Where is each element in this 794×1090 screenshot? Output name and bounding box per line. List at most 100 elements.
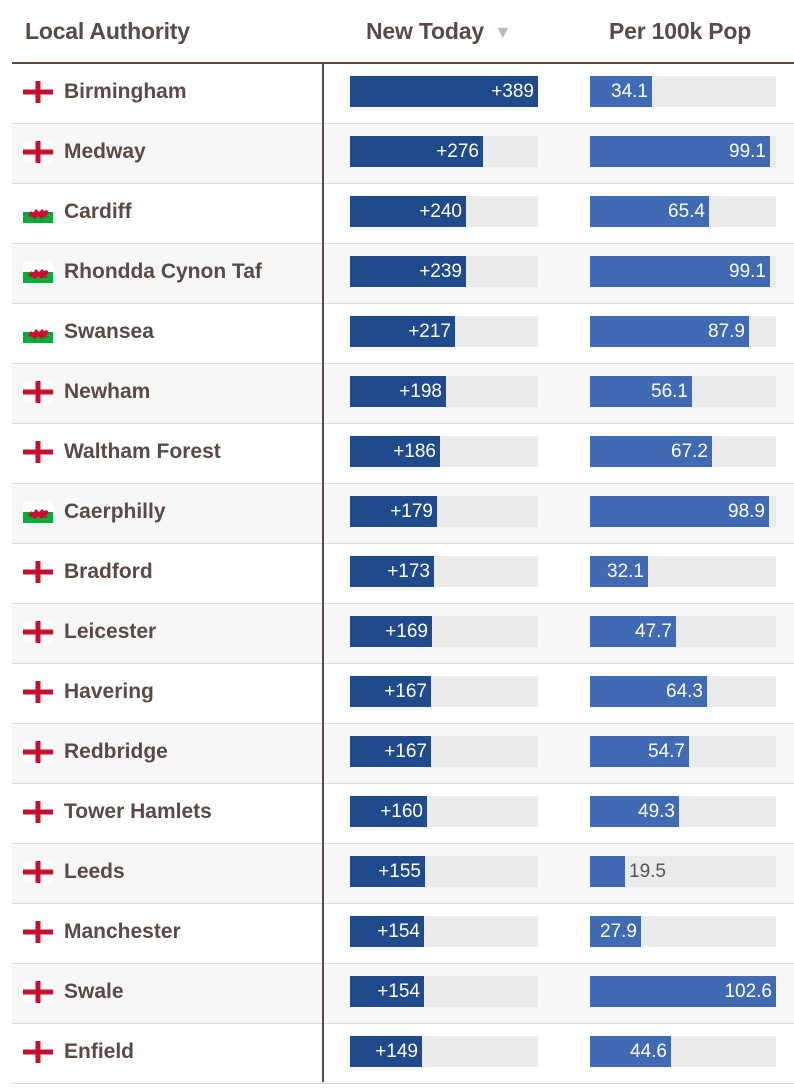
- new-today-value: +154: [377, 921, 420, 942]
- authority-name: Enfield: [64, 1040, 135, 1063]
- per-100k-value: 34.1: [611, 81, 648, 102]
- england-flag-icon: [23, 141, 53, 163]
- per-100k-value: 19.5: [629, 861, 666, 882]
- header-divider: [12, 62, 794, 64]
- authority-name: Tower Hamlets: [64, 800, 212, 823]
- per-100k-bar: [590, 796, 679, 827]
- per-100k-bar: [590, 256, 770, 287]
- per-100k-bar: [590, 76, 652, 107]
- new-today-bar-track: +154: [350, 916, 538, 947]
- per-100k-bar: [590, 436, 712, 467]
- per-100k-bar-track: 44.6: [590, 1036, 776, 1067]
- authority-name: Medway: [64, 140, 146, 163]
- england-flag-icon: [23, 561, 53, 583]
- england-flag-icon: [23, 441, 53, 463]
- authority-name: Swansea: [64, 320, 154, 343]
- per-100k-bar: [590, 616, 676, 647]
- per-100k-bar: [590, 676, 707, 707]
- authority-name: Leeds: [64, 860, 125, 883]
- new-today-bar-track: +217: [350, 316, 538, 347]
- new-today-bar-track: +154: [350, 976, 538, 1007]
- per-100k-value: 64.3: [666, 681, 703, 702]
- authority-name: Caerphilly: [64, 500, 166, 523]
- table-row: Birmingham +389 34.1: [12, 64, 794, 124]
- new-today-bar-track: +173: [350, 556, 538, 587]
- table-row: Leicester +169 47.7: [12, 604, 794, 664]
- authority-name: Havering: [64, 680, 154, 703]
- column-header-local-authority[interactable]: Local Authority: [25, 18, 190, 44]
- table-row: Havering +167 64.3: [12, 664, 794, 724]
- authority-name: Rhondda Cynon Taf: [64, 260, 262, 283]
- per-100k-bar-track: 19.5: [590, 856, 776, 887]
- new-today-value: +198: [399, 381, 442, 402]
- new-today-bar: [350, 136, 483, 167]
- per-100k-value: 49.3: [638, 801, 675, 822]
- per-100k-value: 32.1: [607, 561, 644, 582]
- wales-flag-icon: [23, 261, 53, 283]
- england-flag-icon: [23, 861, 53, 883]
- authority-name: Cardiff: [64, 200, 132, 223]
- per-100k-bar: [590, 736, 689, 767]
- new-today-value: +173: [387, 561, 430, 582]
- per-100k-bar-track: 99.1: [590, 136, 776, 167]
- new-today-bar: [350, 796, 427, 827]
- new-today-value: +389: [491, 81, 534, 102]
- column-header-new-today[interactable]: New Today ▼: [366, 18, 512, 45]
- new-today-bar: [350, 196, 466, 227]
- per-100k-bar-track: 99.1: [590, 256, 776, 287]
- table-row: Medway +276 99.1: [12, 124, 794, 184]
- per-100k-value: 98.9: [728, 501, 765, 522]
- per-100k-bar: [590, 136, 770, 167]
- table-row: Leeds +155 19.5: [12, 844, 794, 904]
- england-flag-icon: [23, 1041, 53, 1063]
- table-header: Local Authority New Today ▼ Per 100k Pop: [0, 0, 794, 62]
- authority-name: Manchester: [64, 920, 181, 943]
- table-row: Tower Hamlets +160 49.3: [12, 784, 794, 844]
- new-today-value: +155: [378, 861, 421, 882]
- england-flag-icon: [23, 741, 53, 763]
- new-today-bar: [350, 436, 440, 467]
- per-100k-bar: [590, 1036, 671, 1067]
- per-100k-bar: [590, 316, 749, 347]
- per-100k-value: 44.6: [630, 1041, 667, 1062]
- new-today-bar: [350, 736, 431, 767]
- per-100k-value: 56.1: [651, 381, 688, 402]
- new-today-bar: [350, 376, 446, 407]
- per-100k-bar-track: 64.3: [590, 676, 776, 707]
- sort-desc-icon[interactable]: ▼: [493, 22, 512, 42]
- new-today-bar-track: +240: [350, 196, 538, 227]
- per-100k-bar: [590, 196, 709, 227]
- new-today-bar: [350, 916, 424, 947]
- new-today-value: +149: [375, 1041, 418, 1062]
- new-today-bar: [350, 76, 538, 107]
- per-100k-bar-track: 27.9: [590, 916, 776, 947]
- per-100k-bar-track: 47.7: [590, 616, 776, 647]
- table-body: Birmingham +389 34.1 Medway +276 99.1 Cardiff +…: [12, 64, 794, 1084]
- column-header-per-100k[interactable]: Per 100k Pop: [609, 18, 752, 44]
- new-today-bar-track: +198: [350, 376, 538, 407]
- authority-name: Leicester: [64, 620, 157, 643]
- per-100k-bar: [590, 496, 769, 527]
- per-100k-bar-track: 32.1: [590, 556, 776, 587]
- per-100k-value: 102.6: [724, 981, 772, 1002]
- england-flag-icon: [23, 621, 53, 643]
- authority-name: Newham: [64, 380, 151, 403]
- table-row: Cardiff +240 65.4: [12, 184, 794, 244]
- new-today-value: +186: [393, 441, 436, 462]
- new-today-value: +239: [419, 261, 462, 282]
- table-row: Bradford +173 32.1: [12, 544, 794, 604]
- new-today-bar-track: +160: [350, 796, 538, 827]
- table-row: Waltham Forest +186 67.2: [12, 424, 794, 484]
- table-row: Manchester +154 27.9: [12, 904, 794, 964]
- per-100k-bar-track: 102.6: [590, 976, 776, 1007]
- new-today-bar-track: +186: [350, 436, 538, 467]
- per-100k-bar: [590, 976, 776, 1007]
- england-flag-icon: [23, 681, 53, 703]
- new-today-value: +167: [384, 741, 427, 762]
- per-100k-bar-track: 98.9: [590, 496, 776, 527]
- per-100k-value: 67.2: [671, 441, 708, 462]
- england-flag-icon: [23, 801, 53, 823]
- new-today-bar-track: +167: [350, 676, 538, 707]
- per-100k-bar-track: 87.9: [590, 316, 776, 347]
- new-today-value: +179: [390, 501, 433, 522]
